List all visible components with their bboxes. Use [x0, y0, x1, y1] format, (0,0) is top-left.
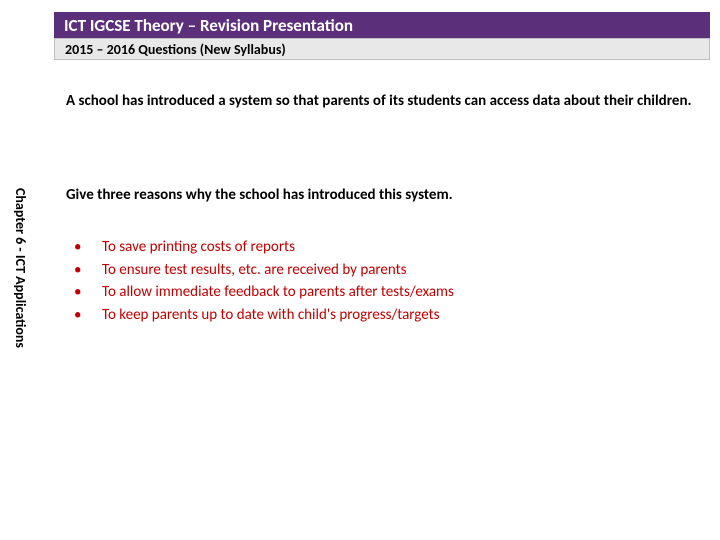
intro-paragraph: A school has introduced a system so that…: [66, 92, 696, 112]
list-item: To save printing costs of reports: [74, 236, 696, 259]
list-item: To keep parents up to date with child's …: [74, 304, 696, 327]
list-item: To allow immediate feedback to parents a…: [74, 281, 696, 304]
subheader-bar: 2015 – 2016 Questions (New Syllabus): [54, 38, 710, 60]
header-bar: ICT IGCSE Theory – Revision Presentation: [54, 12, 710, 38]
header-title: ICT IGCSE Theory – Revision Presentation: [64, 15, 353, 36]
subheader-title: 2015 – 2016 Questions (New Syllabus): [65, 41, 286, 58]
list-item: To ensure test results, etc. are receive…: [74, 259, 696, 282]
answer-bullet-list: To save printing costs of reports To ens…: [74, 236, 696, 326]
sidebar-chapter-label: Chapter 6 - ICT Applications: [12, 188, 29, 348]
question-paragraph: Give three reasons why the school has in…: [66, 186, 696, 204]
